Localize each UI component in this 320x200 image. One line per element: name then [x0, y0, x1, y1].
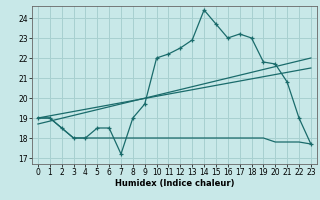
X-axis label: Humidex (Indice chaleur): Humidex (Indice chaleur)	[115, 179, 234, 188]
